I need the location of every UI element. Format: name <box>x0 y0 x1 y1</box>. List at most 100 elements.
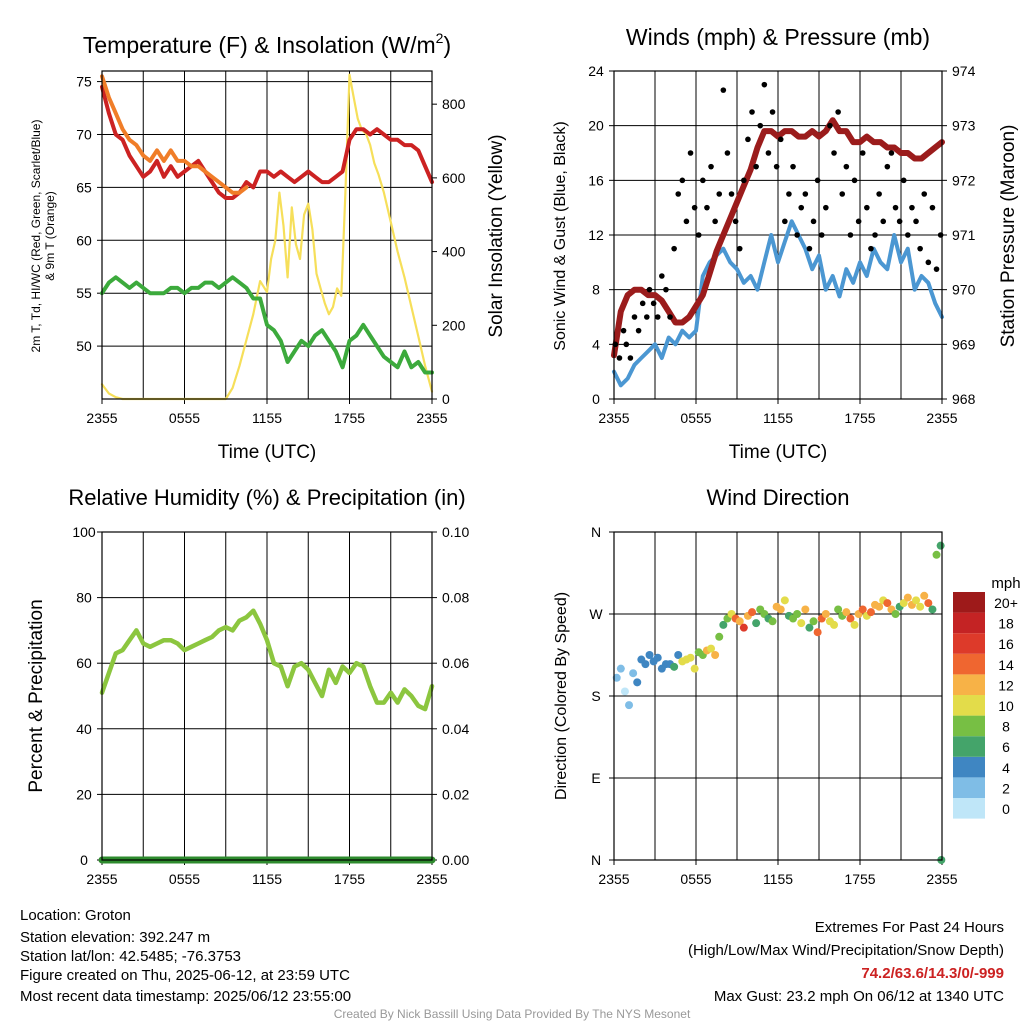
gust-point <box>921 191 928 197</box>
gust-point <box>839 191 846 197</box>
direction-point <box>748 608 757 617</box>
gust-point <box>864 204 870 211</box>
x-tick-label: 1755 <box>334 410 365 426</box>
gust-point <box>671 245 677 252</box>
direction-point <box>924 599 933 608</box>
legend-label: 10 <box>998 698 1014 714</box>
y-tick-label: 20 <box>588 118 604 134</box>
direction-point <box>752 619 761 628</box>
y-tick-label: 24 <box>588 63 604 79</box>
legend-label: 14 <box>998 657 1014 673</box>
created-text: Figure created on Thu, 2025-06-12, at 23… <box>20 967 350 984</box>
series-line <box>611 117 945 359</box>
y-tick-label: E <box>591 770 600 786</box>
y-tick-label: 70 <box>76 126 92 142</box>
gust-point <box>716 191 723 197</box>
legend-swatch <box>953 653 985 675</box>
direction-point <box>793 610 802 618</box>
winds-pressure-panel: Winds (mph) & Pressure (mb) Time (UTC) S… <box>552 24 1019 463</box>
series-line <box>612 219 944 388</box>
legend-swatch <box>953 674 985 695</box>
gust-point <box>720 87 727 93</box>
gust-point <box>933 266 940 272</box>
y-tick-label: 60 <box>76 655 92 671</box>
direction-point <box>616 664 625 673</box>
y-tick-label: 4 <box>592 336 600 352</box>
series-line <box>99 608 435 712</box>
y2-tick-label: 971 <box>952 227 976 243</box>
gust-point <box>623 341 630 348</box>
y-tick-label: N <box>591 524 601 540</box>
direction-point <box>674 651 683 659</box>
x-tick-label: 2355 <box>926 871 957 887</box>
y-tick-label: 75 <box>76 74 92 90</box>
x-tick-label: 2355 <box>86 871 117 887</box>
y-tick-label: 8 <box>592 282 600 298</box>
y2-tick-label: 800 <box>442 96 466 112</box>
gust-point <box>631 314 638 320</box>
y2-tick-label: 0.02 <box>442 786 469 802</box>
series-line <box>100 275 434 375</box>
wind-direction-title: Wind Direction <box>706 485 849 510</box>
direction-point <box>633 678 642 687</box>
direction-point <box>936 541 945 550</box>
gust-point <box>818 232 825 238</box>
direction-point <box>821 610 830 618</box>
legend-swatch <box>953 592 985 613</box>
direction-point <box>834 605 843 614</box>
direction-point <box>645 651 654 659</box>
gust-point <box>868 245 874 252</box>
legend-swatch <box>953 695 985 716</box>
direction-point <box>809 617 818 626</box>
y-tick-label: 20 <box>76 786 92 802</box>
direction-point <box>903 593 912 602</box>
pressure-y2label: Station Pressure (Maroon) <box>998 125 1019 348</box>
gust-point <box>728 191 735 197</box>
gust-point <box>847 232 854 238</box>
direction-point <box>916 602 925 611</box>
legend-swatch <box>953 736 985 757</box>
direction-point <box>891 610 900 618</box>
temperature-xlabel: Time (UTC) <box>218 442 317 463</box>
y-tick-label: 60 <box>76 232 92 248</box>
gust-point <box>782 218 788 225</box>
x-tick-label: 1755 <box>844 410 875 426</box>
y-tick-label: 0 <box>592 391 600 407</box>
gust-point <box>691 204 698 211</box>
gust-point <box>925 259 932 266</box>
legend-swatch <box>953 798 985 819</box>
legend-label: 4 <box>1002 760 1010 776</box>
direction-point <box>899 599 908 608</box>
gust-point <box>851 177 858 184</box>
gust-point <box>929 204 936 211</box>
x-tick-label: 1755 <box>334 871 365 887</box>
direction-point <box>883 599 892 608</box>
legend-label: 12 <box>998 677 1014 693</box>
insolation-y2label: Solar Insolation (Yellow) <box>486 134 507 337</box>
direction-point <box>813 628 822 637</box>
winds-ylabel: Sonic Wind & Gust (Blue, Black) <box>552 121 569 350</box>
direction-point <box>620 687 629 696</box>
x-tick-label: 0555 <box>680 410 711 426</box>
gust-point <box>810 218 817 225</box>
y-tick-label: 40 <box>76 721 92 737</box>
direction-point <box>928 605 937 614</box>
y2-tick-label: 0.08 <box>442 590 469 606</box>
direction-point <box>932 550 941 559</box>
x-tick-label: 0555 <box>169 871 200 887</box>
plot-frame <box>101 531 433 861</box>
legend-label: 18 <box>998 616 1014 632</box>
gust-point <box>859 150 866 156</box>
gust-point <box>896 218 903 225</box>
gust-point <box>798 204 805 211</box>
extremes-title: Extremes For Past 24 Hours <box>814 919 1004 936</box>
temperature-insolation-panel: Temperature (F) & Insolation (W/m2) Time… <box>29 30 507 463</box>
plot-frame <box>101 70 433 400</box>
gust-point <box>802 191 809 197</box>
winds-panel-title: Winds (mph) & Pressure (mb) <box>626 24 930 50</box>
x-tick-label: 1155 <box>252 871 282 887</box>
x-tick-label: 2355 <box>926 410 957 426</box>
extremes-values: 74.2/63.6/14.3/0/-999 <box>861 965 1004 982</box>
gust-point <box>644 314 650 320</box>
